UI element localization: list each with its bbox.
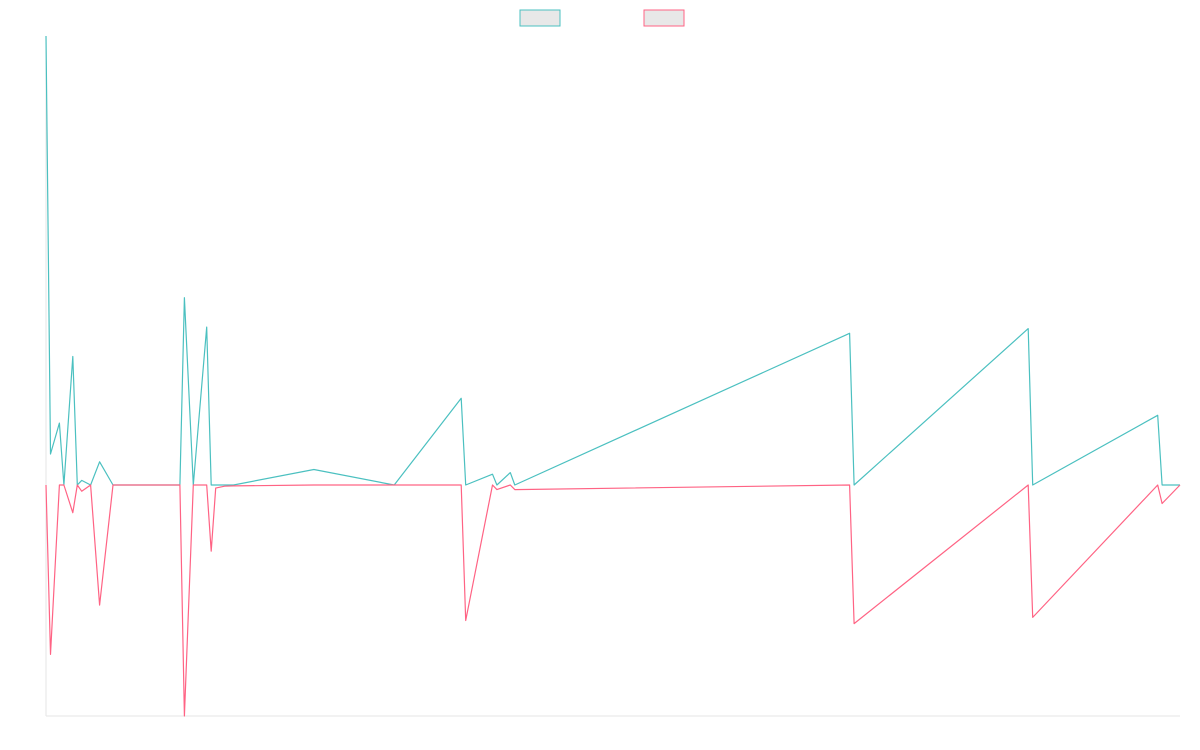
legend-swatch — [643, 9, 685, 27]
legend-swatch — [519, 9, 561, 27]
series-line-2 — [45, 484, 1181, 717]
series-line-1 — [45, 35, 1180, 486]
axes — [45, 36, 1180, 717]
legend-item-2 — [643, 9, 685, 27]
legend-item-1 — [519, 9, 561, 27]
legend — [519, 9, 685, 27]
series-layer — [45, 35, 1181, 717]
